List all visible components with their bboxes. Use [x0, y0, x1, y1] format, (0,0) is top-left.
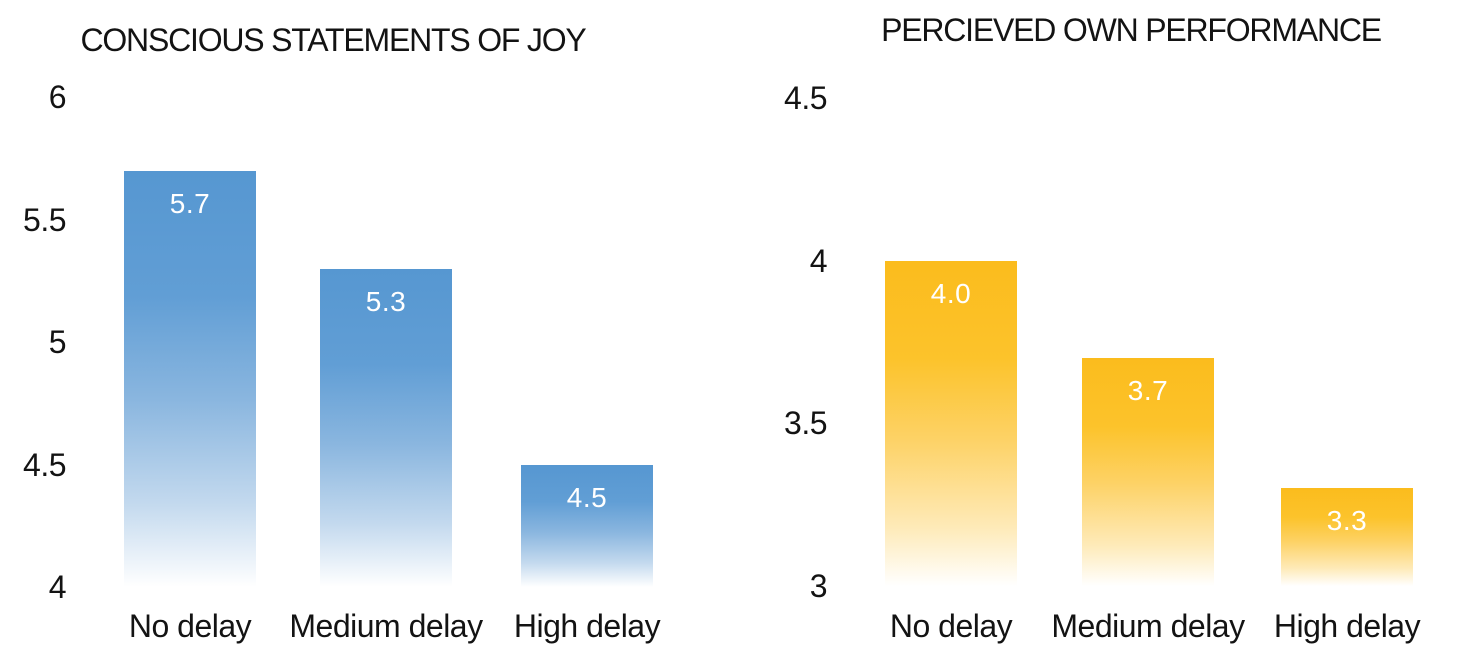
y-axis-tick-label: 5: [48, 324, 67, 360]
bar-value-label: 4.5: [566, 481, 608, 513]
y-axis-tick-label: 4.5: [23, 446, 66, 483]
y-axis-tick-label: 3.5: [784, 405, 827, 442]
x-axis-category-label: No delay: [889, 608, 1013, 644]
bar-high-delay: 4.5: [521, 464, 653, 587]
y-axis-tick-label: 5.5: [23, 201, 66, 238]
x-axis-category-label: Medium delay: [1051, 608, 1245, 644]
chart-title-joy: CONSCIOUS STATEMENTS OF JOY: [80, 22, 586, 58]
bar-value-label: 5.7: [169, 187, 211, 219]
bar-no-delay: 4.0: [885, 260, 1017, 586]
bar-value-label: 5.3: [365, 285, 407, 317]
y-axis-tick-label: 4: [48, 569, 67, 605]
x-axis-category-label: High delay: [513, 608, 661, 644]
bar-medium-delay: 3.7: [1082, 358, 1214, 586]
bar-value-label: 3.3: [1326, 505, 1368, 537]
bar-value-label: 3.7: [1127, 375, 1169, 407]
bar-high-delay: 3.3: [1281, 488, 1413, 586]
y-axis-tick-label: 3: [809, 568, 828, 604]
x-axis-category-label: High delay: [1273, 608, 1421, 644]
bar-medium-delay: 5.3: [320, 268, 452, 587]
chart-title-performance: PERCIEVED OWN PERFORMANCE: [881, 12, 1382, 48]
bar-no-delay: 5.7: [124, 170, 256, 587]
y-axis-tick-label: 6: [48, 79, 67, 115]
bar-value-label: 4.0: [930, 277, 972, 309]
x-axis-category-label: No delay: [128, 608, 252, 644]
y-axis-tick-label: 4.5: [784, 80, 827, 116]
x-axis-category-label: Medium delay: [289, 608, 483, 644]
y-axis-tick-label: 4: [809, 242, 828, 279]
